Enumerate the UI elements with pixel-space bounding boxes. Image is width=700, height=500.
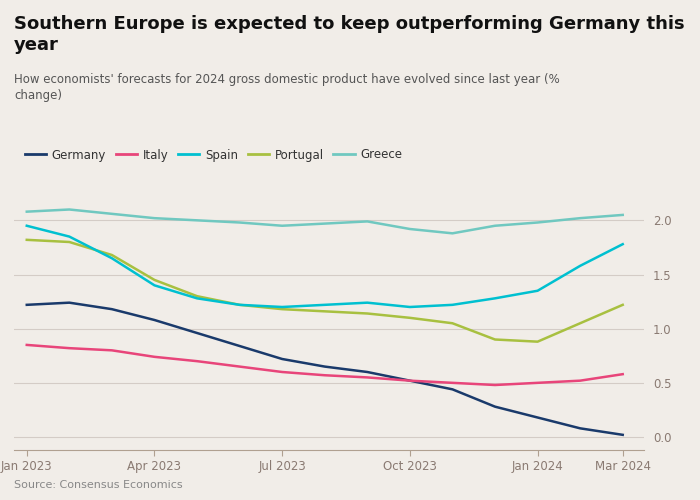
Text: How economists' forecasts for 2024 gross domestic product have evolved since las: How economists' forecasts for 2024 gross… bbox=[14, 72, 560, 102]
Text: Southern Europe is expected to keep outperforming Germany this year: Southern Europe is expected to keep outp… bbox=[14, 15, 685, 54]
Legend: Germany, Italy, Spain, Portugal, Greece: Germany, Italy, Spain, Portugal, Greece bbox=[20, 144, 407, 166]
Text: Source: Consensus Economics: Source: Consensus Economics bbox=[14, 480, 183, 490]
